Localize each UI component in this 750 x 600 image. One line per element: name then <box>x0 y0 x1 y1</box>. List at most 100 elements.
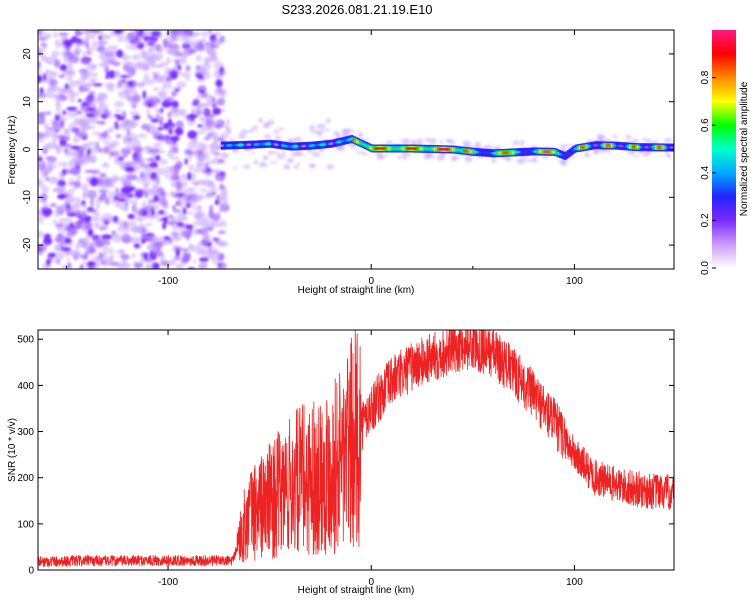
heatmap-noise-cell <box>192 194 202 202</box>
heatmap-noise-cell <box>108 191 118 196</box>
heatmap-noise-cell <box>60 244 64 251</box>
heatmap-noise-cell <box>205 155 211 159</box>
x-tick-label: -100 <box>158 577 178 588</box>
heatmap-noise-cell <box>164 97 175 102</box>
heatmap-noise-cell <box>185 65 191 72</box>
heatmap-noise-cell <box>205 162 209 171</box>
heatmap-noise-cell <box>146 95 155 103</box>
y-tick-label: -10 <box>22 190 33 205</box>
heatmap-halo-cell <box>490 158 497 161</box>
heatmap-noise-cell <box>77 99 82 103</box>
heatmap-noise-cell <box>136 60 147 69</box>
heatmap-halo-cell <box>322 128 331 132</box>
heatmap-noise-cell <box>58 217 65 224</box>
heatmap-halo-cell <box>310 150 316 153</box>
heatmap-noise-cell <box>143 192 148 198</box>
y-tick-label: 400 <box>17 381 34 392</box>
heatmap-halo-cell <box>642 151 651 157</box>
heatmap-halo-cell <box>274 135 283 138</box>
heatmap-noise-cell <box>171 168 180 172</box>
heatmap-noise-cell <box>38 215 44 225</box>
heatmap-band-core <box>671 146 674 149</box>
heatmap-noise-cell <box>101 234 112 240</box>
heatmap-noise-cell <box>163 236 171 241</box>
y-tick-label: 10 <box>22 96 33 108</box>
heatmap-noise-cell <box>162 122 169 130</box>
heatmap-noise-cell <box>196 159 204 167</box>
heatmap-band-core <box>669 146 672 149</box>
heatmap-band-core <box>352 138 355 141</box>
heatmap-noise-cell <box>209 204 214 214</box>
heatmap-noise-cell <box>70 145 81 150</box>
y-tick-label: 200 <box>17 473 34 484</box>
heatmap-band-core <box>555 151 558 154</box>
heatmap-halo-cell <box>667 154 671 159</box>
heatmap-noise-cell <box>203 109 208 114</box>
heatmap-noise-cell <box>106 71 110 75</box>
heatmap-band-core <box>469 150 472 153</box>
heatmap-band-core <box>458 149 461 152</box>
heatmap-noise-cell <box>216 266 225 269</box>
heatmap-band-core <box>386 147 389 150</box>
heatmap-halo-cell <box>503 156 510 161</box>
heatmap-noise-cell <box>131 117 137 124</box>
heatmap-noise-cell <box>150 248 155 253</box>
heatmap-noise-cell <box>91 131 103 136</box>
heatmap-noise-cell <box>115 121 119 130</box>
heatmap-band-core <box>279 143 282 147</box>
heatmap-noise-cell <box>101 57 108 67</box>
heatmap-noise-cell <box>218 198 229 207</box>
heatmap-band-core <box>546 150 549 153</box>
heatmap-band-core <box>342 139 345 143</box>
heatmap-noise-cell <box>51 83 55 92</box>
heatmap-noise-cell <box>115 134 122 139</box>
heatmap-noise-cell <box>112 215 119 223</box>
heatmap-noise-cell <box>149 191 156 197</box>
heatmap-noise-cell <box>74 163 84 167</box>
heatmap-noise-cell <box>62 161 68 168</box>
heatmap-band-core <box>622 145 625 148</box>
heatmap-noise-cell <box>81 242 91 250</box>
heatmap-noise-cell <box>106 195 115 200</box>
heatmap-noise-cell <box>142 179 150 188</box>
heatmap-band-core <box>572 149 575 152</box>
heatmap-band-core <box>635 145 638 149</box>
heatmap-noise-cell <box>121 232 131 239</box>
heatmap-halo-cell <box>357 132 364 138</box>
heatmap-noise-cell <box>76 126 80 136</box>
heatmap-noise-cell <box>92 83 103 87</box>
heatmap-noise-cell <box>113 100 125 108</box>
heatmap-noise-cell <box>122 153 128 158</box>
heatmap-band-core <box>233 144 237 147</box>
heatmap-noise-cell <box>56 94 62 102</box>
heatmap-band-core <box>503 151 506 154</box>
heatmap-band-core <box>638 146 641 149</box>
heatmap-noise-cell <box>113 30 124 35</box>
heatmap-noise-cell <box>39 87 44 95</box>
heatmap-noise-cell <box>172 204 177 213</box>
heatmap-noise-cell <box>167 111 172 119</box>
heatmap-noise-cell <box>81 73 88 80</box>
heatmap-band-core <box>305 144 308 148</box>
heatmap-noise-cell <box>157 197 168 207</box>
heatmap-noise-cell <box>203 117 208 123</box>
heatmap-noise-cell <box>38 30 42 37</box>
heatmap-noise-cell <box>74 30 80 37</box>
heatmap-noise-cell <box>191 31 202 36</box>
heatmap-noise-cell <box>155 187 160 196</box>
heatmap-noise-cell <box>176 81 187 88</box>
heatmap-halo-cell <box>664 140 668 143</box>
heatmap-band-core <box>294 145 297 148</box>
heatmap-noise-cell <box>199 188 208 192</box>
heatmap-noise-cell <box>84 97 94 103</box>
heatmap-band-core <box>659 146 662 149</box>
heatmap-band-core <box>583 145 586 149</box>
heatmap-band-core <box>404 147 407 150</box>
heatmap-noise-cell <box>88 91 96 96</box>
heatmap-noise-cell <box>193 98 199 104</box>
heatmap-noise-cell <box>212 96 216 102</box>
heatmap-band-core <box>615 144 619 147</box>
heatmap-noise-cell <box>209 99 218 106</box>
heatmap-noise-cell <box>152 40 157 49</box>
